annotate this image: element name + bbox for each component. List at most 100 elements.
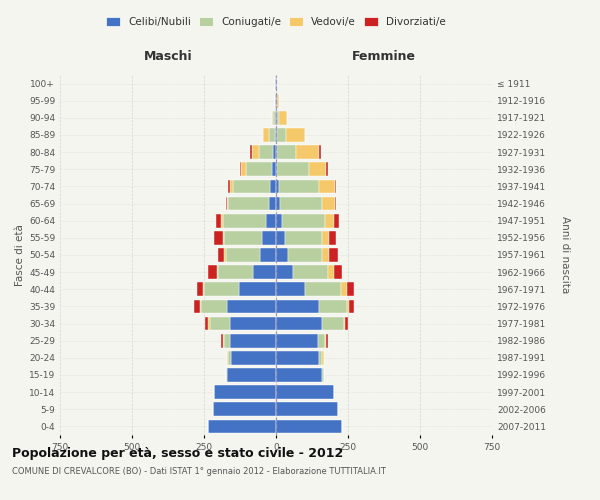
Bar xyxy=(293,266,328,279)
Bar xyxy=(226,368,227,382)
Bar xyxy=(241,162,246,176)
Bar xyxy=(276,196,280,210)
Bar xyxy=(309,162,326,176)
Bar xyxy=(276,402,338,416)
Bar xyxy=(280,196,322,210)
Bar xyxy=(223,334,224,347)
Text: Maschi: Maschi xyxy=(143,50,193,63)
Bar xyxy=(197,282,203,296)
Bar xyxy=(260,248,276,262)
Bar xyxy=(233,180,270,194)
Text: COMUNE DI CREVALCORE (BO) - Dati ISTAT 1° gennaio 2012 - Elaborazione TUTTITALIA: COMUNE DI CREVALCORE (BO) - Dati ISTAT 1… xyxy=(12,468,386,476)
Bar xyxy=(276,248,287,262)
Bar xyxy=(218,266,253,279)
Bar xyxy=(276,146,277,159)
Bar xyxy=(224,334,230,347)
Bar xyxy=(335,180,337,194)
Bar xyxy=(212,402,276,416)
Bar xyxy=(269,128,275,142)
Bar xyxy=(319,180,335,194)
Bar xyxy=(319,300,347,314)
Bar xyxy=(276,214,282,228)
Bar xyxy=(230,334,276,347)
Bar xyxy=(328,266,334,279)
Bar xyxy=(272,111,274,124)
Bar xyxy=(322,316,344,330)
Bar xyxy=(276,282,305,296)
Bar xyxy=(227,300,276,314)
Bar xyxy=(335,196,337,210)
Bar xyxy=(194,300,200,314)
Bar xyxy=(322,231,329,244)
Bar xyxy=(266,214,276,228)
Bar xyxy=(214,231,223,244)
Bar xyxy=(226,248,260,262)
Bar xyxy=(296,146,319,159)
Bar xyxy=(214,386,276,399)
Bar xyxy=(276,368,322,382)
Bar xyxy=(210,316,230,330)
Bar xyxy=(269,196,276,210)
Bar xyxy=(229,180,230,194)
Bar xyxy=(276,316,322,330)
Bar xyxy=(345,316,348,330)
Bar xyxy=(208,266,217,279)
Bar xyxy=(272,162,276,176)
Bar xyxy=(329,231,337,244)
Bar xyxy=(232,351,276,364)
Bar xyxy=(349,300,354,314)
Bar xyxy=(203,282,204,296)
Bar xyxy=(322,351,323,364)
Bar xyxy=(253,266,276,279)
Bar xyxy=(279,180,319,194)
Bar xyxy=(227,196,229,210)
Bar xyxy=(347,300,349,314)
Bar xyxy=(215,214,221,228)
Bar xyxy=(319,351,322,364)
Bar xyxy=(221,334,223,347)
Bar xyxy=(274,111,275,124)
Bar xyxy=(276,111,277,124)
Bar xyxy=(277,146,296,159)
Bar xyxy=(229,196,269,210)
Bar xyxy=(278,111,287,124)
Bar xyxy=(262,231,276,244)
Bar xyxy=(270,180,276,194)
Bar xyxy=(208,316,210,330)
Y-axis label: Fasce di età: Fasce di età xyxy=(15,224,25,286)
Bar xyxy=(205,316,208,330)
Text: Femmine: Femmine xyxy=(352,50,416,63)
Bar xyxy=(277,162,309,176)
Bar xyxy=(286,128,305,142)
Bar xyxy=(322,196,335,210)
Bar xyxy=(239,282,276,296)
Bar xyxy=(223,231,224,244)
Bar xyxy=(276,162,277,176)
Bar xyxy=(208,420,276,434)
Bar xyxy=(276,351,319,364)
Bar xyxy=(226,196,227,210)
Bar xyxy=(276,180,279,194)
Bar xyxy=(204,282,239,296)
Bar xyxy=(201,300,227,314)
Bar xyxy=(224,248,226,262)
Bar xyxy=(282,214,325,228)
Bar xyxy=(322,248,329,262)
Bar xyxy=(329,248,338,262)
Bar xyxy=(326,334,328,347)
Bar xyxy=(263,128,269,142)
Bar xyxy=(318,334,325,347)
Y-axis label: Anni di nascita: Anni di nascita xyxy=(560,216,570,294)
Bar xyxy=(277,94,278,108)
Bar xyxy=(227,351,229,364)
Bar xyxy=(347,282,354,296)
Bar xyxy=(276,300,319,314)
Bar xyxy=(251,146,259,159)
Bar xyxy=(230,180,233,194)
Bar xyxy=(230,316,276,330)
Bar xyxy=(277,111,278,124)
Bar xyxy=(287,248,322,262)
Bar xyxy=(218,248,224,262)
Bar xyxy=(227,368,276,382)
Bar xyxy=(221,214,223,228)
